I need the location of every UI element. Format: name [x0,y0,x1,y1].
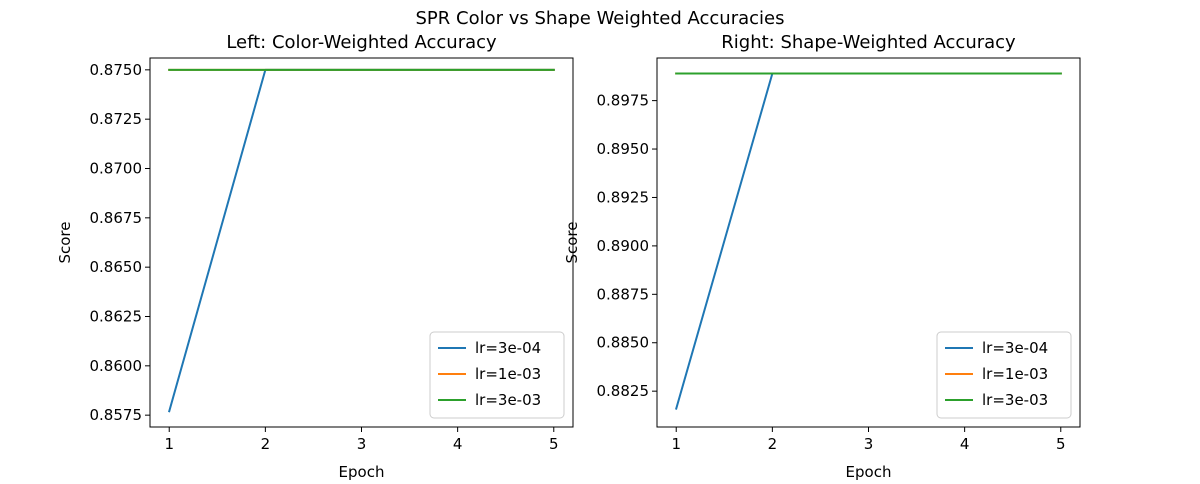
left-x-tick-label: 5 [549,435,559,453]
right-x-tick-label: 2 [768,435,778,453]
right-y-tick-label: 0.8875 [597,285,650,303]
right-x-tick-label: 5 [1056,435,1066,453]
right-x-axis-label: Epoch [846,463,892,480]
right-chart-panel: Right: Shape-Weighted Accuracy 1 2 3 4 5 0.882… [563,32,1081,481]
right-legend-box [936,331,1072,419]
left-legend-box [429,331,565,419]
left-y-tick-label: 0.8675 [90,209,143,227]
left-legend: lr=3e-04 lr=1e-03 lr=3e-03 [429,331,565,419]
right-y-tick-label: 0.8925 [597,188,650,206]
left-legend-label: lr=3e-03 [475,391,541,409]
right-y-tick-label: 0.8825 [597,382,650,400]
left-y-tick-label: 0.8750 [90,61,143,79]
left-chart-panel: Left: Color-Weighted Accuracy 1 2 3 4 5 0.8575… [56,32,574,481]
left-legend-label: lr=3e-04 [475,339,541,357]
right-legend-label: lr=3e-04 [982,339,1048,357]
right-y-tick-label: 0.8975 [597,92,650,110]
right-x-tick-label: 1 [671,435,681,453]
left-legend-label: lr=1e-03 [475,365,541,383]
right-legend-label: lr=3e-03 [982,391,1048,409]
left-x-tick-label: 2 [261,435,271,453]
left-y-tick-label: 0.8575 [90,406,143,424]
left-x-tick-label: 3 [357,435,367,453]
left-chart-title: Left: Color-Weighted Accuracy [226,32,497,53]
right-x-tick-label: 3 [864,435,874,453]
figure-title: SPR Color vs Shape Weighted Accuracies [416,8,785,29]
left-y-tick-label: 0.8700 [90,160,143,178]
right-y-tick-label: 0.8950 [597,140,650,158]
right-y-tick-label: 0.8850 [597,334,650,352]
right-y-axis-label: Score [563,221,581,263]
left-x-axis-label: Epoch [339,463,385,480]
left-y-tick-label: 0.8725 [90,110,143,128]
left-y-tick-label: 0.8625 [90,307,143,325]
right-legend: lr=3e-04 lr=1e-03 lr=3e-03 [936,331,1072,419]
right-legend-label: lr=1e-03 [982,365,1048,383]
right-chart-title: Right: Shape-Weighted Accuracy [721,32,1016,53]
left-x-tick-label: 1 [164,435,174,453]
left-y-tick-label: 0.8650 [90,258,143,276]
left-y-tick-label: 0.8600 [90,357,143,375]
right-y-tick-label: 0.8900 [597,237,650,255]
right-x-tick-label: 4 [960,435,970,453]
left-y-axis-label: Score [56,221,74,263]
left-x-tick-label: 4 [453,435,463,453]
